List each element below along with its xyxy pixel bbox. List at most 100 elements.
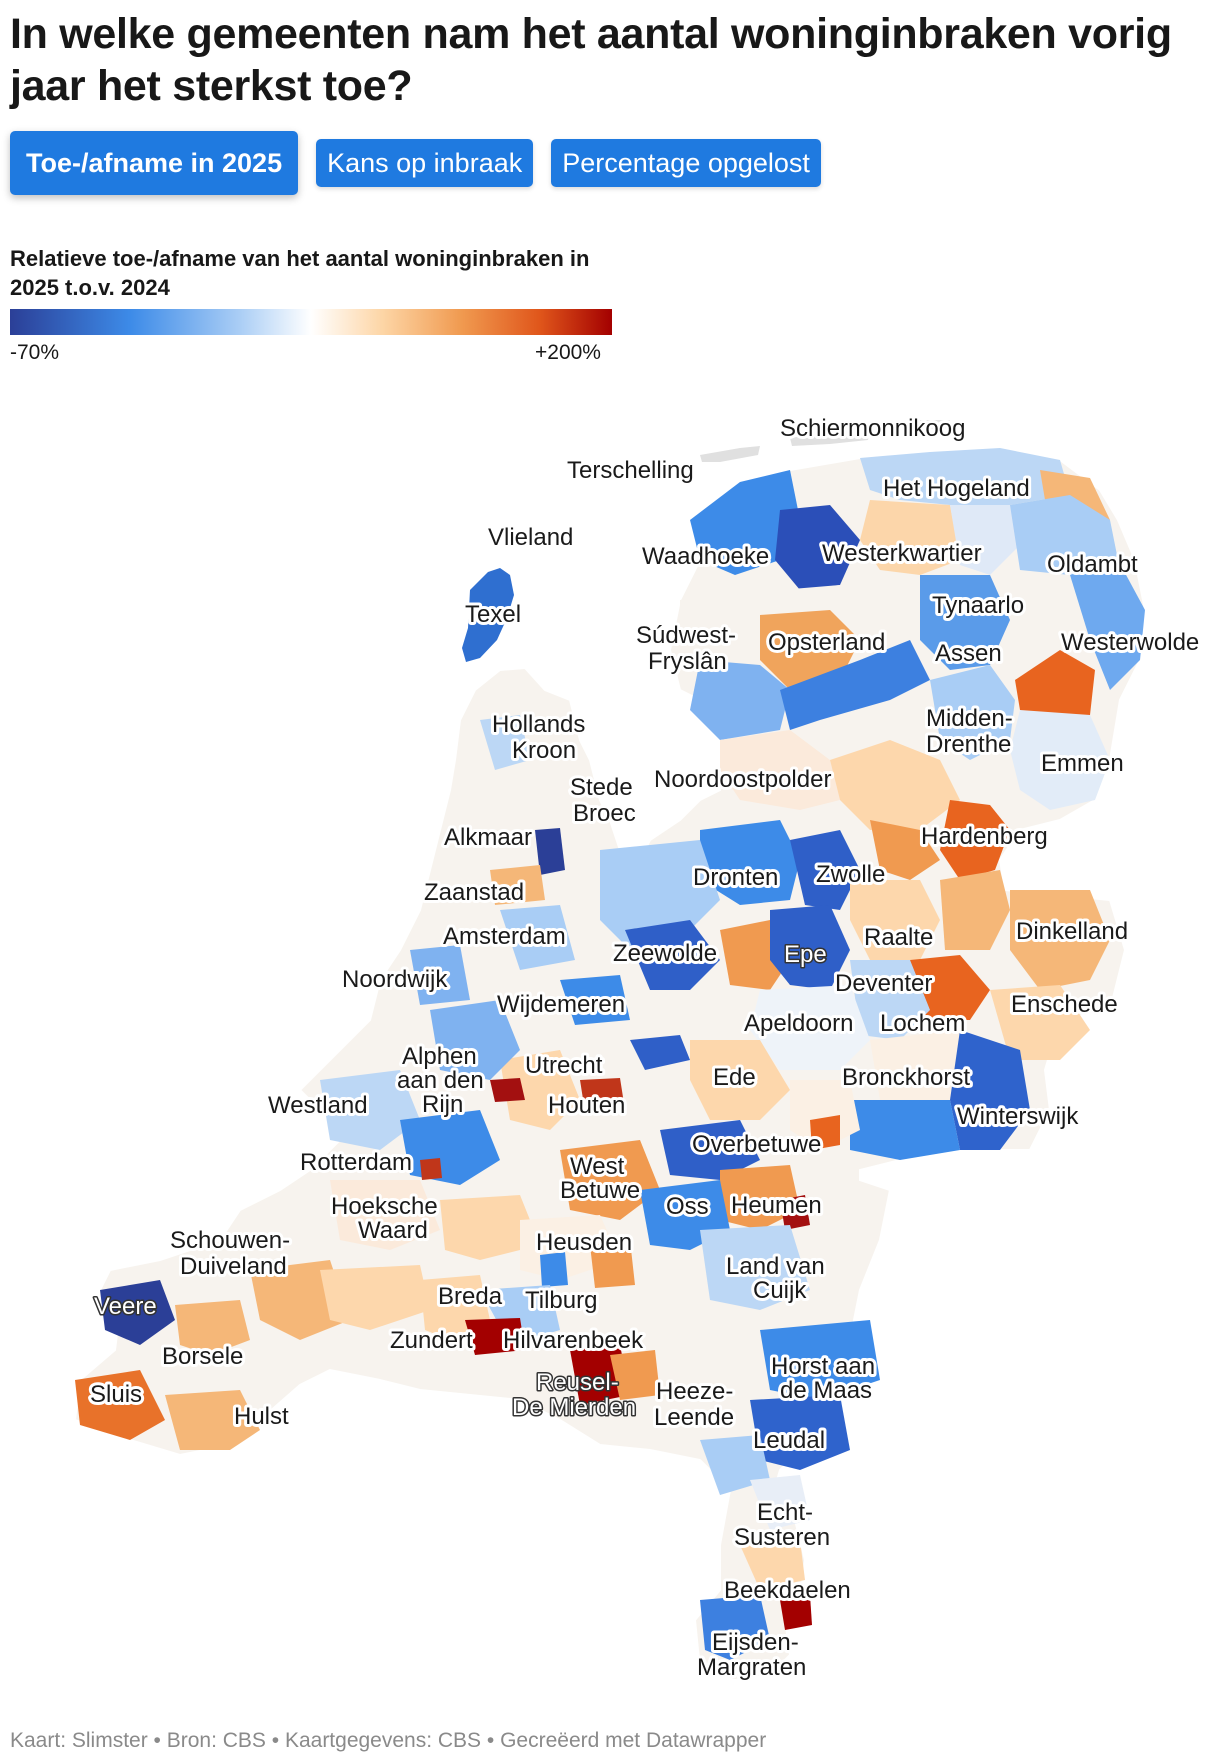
region-westerkwartier[interactable] bbox=[860, 500, 960, 575]
region-rhenen[interactable] bbox=[630, 1035, 690, 1070]
region-sluis[interactable] bbox=[75, 1370, 165, 1440]
label-lochem: Lochem bbox=[880, 1010, 965, 1037]
wadden-islands bbox=[462, 420, 950, 662]
region-dronten[interactable] bbox=[700, 820, 800, 905]
label-sudwest-fryslan-1: Súdwest- bbox=[636, 622, 736, 649]
region-waalwijk[interactable] bbox=[540, 1252, 568, 1287]
region-hardenberg[interactable] bbox=[940, 800, 1010, 880]
region-leudal[interactable] bbox=[750, 1395, 850, 1470]
region-oldambt[interactable] bbox=[1010, 495, 1118, 575]
region-beekdaelen[interactable] bbox=[740, 1540, 805, 1590]
region-tilburg[interactable] bbox=[480, 1285, 560, 1345]
region-zaanstad[interactable] bbox=[490, 865, 545, 905]
region-waadhoeke[interactable] bbox=[690, 470, 800, 575]
label-heeze-2: Leende bbox=[654, 1404, 734, 1431]
region-winterswijk[interactable] bbox=[950, 1030, 1030, 1150]
label-alphen-1: Alphen bbox=[402, 1043, 477, 1070]
region-utrecht[interactable] bbox=[500, 1050, 580, 1130]
region-ede[interactable] bbox=[690, 1040, 790, 1120]
region-tynaarlo[interactable] bbox=[920, 575, 1010, 670]
region-echt-susteren[interactable] bbox=[750, 1475, 810, 1530]
label-eijsden-1: Eijsden- bbox=[712, 1629, 799, 1656]
region-het-hogeland[interactable] bbox=[860, 448, 1070, 505]
label-epe: Epe bbox=[784, 941, 827, 968]
label-sluis: Sluis bbox=[90, 1381, 142, 1408]
region-deventer[interactable] bbox=[850, 960, 930, 1040]
region-houten[interactable] bbox=[580, 1078, 625, 1112]
label-hilvarenbeek: Hilvarenbeek bbox=[503, 1327, 644, 1354]
region-leeuwarden[interactable] bbox=[775, 505, 860, 590]
region-alphen[interactable] bbox=[430, 1000, 520, 1080]
region-alkmaar[interactable] bbox=[535, 828, 565, 875]
region-bergeijk[interactable] bbox=[610, 1350, 660, 1400]
region-staphorst[interactable] bbox=[870, 820, 940, 880]
label-heumen: Heumen bbox=[731, 1192, 822, 1219]
region-rijssen-holten[interactable] bbox=[910, 955, 990, 1020]
region-wierden[interactable] bbox=[940, 870, 1010, 950]
region-eijsden-margraten[interactable] bbox=[700, 1595, 770, 1660]
region-mook[interactable] bbox=[780, 1195, 810, 1230]
region-vaals[interactable] bbox=[780, 1595, 812, 1630]
region-apeldoorn[interactable] bbox=[750, 985, 870, 1070]
region-amsterdam[interactable] bbox=[500, 905, 575, 970]
region-westland[interactable] bbox=[320, 1070, 420, 1150]
region-alphen-chaam[interactable] bbox=[465, 1318, 525, 1355]
region-land-van-cuijk[interactable] bbox=[700, 1225, 810, 1310]
region-barendrecht[interactable] bbox=[420, 1158, 442, 1180]
source-footer: Kaart: Slimster • Bron: CBS • Kaartgegev… bbox=[10, 1729, 767, 1752]
label-westland: Westland bbox=[268, 1092, 368, 1119]
island-terschelling[interactable] bbox=[700, 446, 760, 462]
tab-toe-afname-2025[interactable]: Toe-/afname in 2025 bbox=[10, 131, 299, 195]
island-texel[interactable] bbox=[462, 568, 514, 662]
region-zwolle[interactable] bbox=[790, 830, 860, 910]
region-de-fryske-marren[interactable] bbox=[690, 660, 790, 740]
region-epe[interactable] bbox=[770, 905, 850, 990]
region-hoeksche-waard[interactable] bbox=[330, 1180, 440, 1250]
label-veere: Veere bbox=[94, 1293, 157, 1320]
chart-title: In welke gemeenten nam het aantal woning… bbox=[10, 10, 1172, 110]
region-moerdijk[interactable] bbox=[320, 1265, 430, 1330]
region-borsele[interactable] bbox=[175, 1300, 250, 1355]
region-overbetuwe[interactable] bbox=[660, 1120, 760, 1180]
label-hoeksche-waard-2: Waard bbox=[358, 1217, 428, 1244]
region-heumen[interactable] bbox=[720, 1165, 800, 1230]
region-duiven[interactable] bbox=[810, 1115, 840, 1150]
region-enschede[interactable] bbox=[990, 985, 1090, 1060]
legend-min-label: -70% bbox=[10, 341, 60, 364]
island-schiermonnikoog[interactable] bbox=[890, 420, 950, 430]
region-arnhem[interactable] bbox=[790, 1080, 860, 1150]
tab-percentage-opgelost[interactable]: Percentage opgelost bbox=[551, 139, 821, 187]
region-west-betuwe[interactable] bbox=[560, 1140, 660, 1220]
region-s-hertogenbosch[interactable] bbox=[590, 1240, 635, 1288]
region-heerenveen[interactable] bbox=[780, 640, 930, 730]
region-noordoostpolder[interactable] bbox=[720, 730, 840, 810]
region-wijdemeren[interactable] bbox=[560, 975, 630, 1025]
region-emmen[interactable] bbox=[1010, 710, 1110, 810]
region-hollands-kroon[interactable] bbox=[480, 715, 530, 770]
region-westerwolde[interactable] bbox=[1070, 560, 1145, 690]
label-west-betuwe-2: Betuwe bbox=[560, 1177, 640, 1204]
region-groningen[interactable] bbox=[950, 505, 1020, 575]
island-ameland[interactable] bbox=[790, 430, 870, 446]
region-veere[interactable] bbox=[100, 1280, 175, 1345]
region-dordrecht[interactable] bbox=[440, 1195, 540, 1260]
region-hulst[interactable] bbox=[165, 1390, 260, 1450]
region-raalte[interactable] bbox=[850, 880, 940, 960]
region-noordwijk[interactable] bbox=[410, 945, 470, 1005]
region-dinkelland[interactable] bbox=[1010, 890, 1110, 990]
label-leudal: Leudal bbox=[753, 1427, 825, 1454]
region-woerden[interactable] bbox=[490, 1078, 525, 1102]
label-land-van-cuijk-1: Land van bbox=[726, 1253, 825, 1280]
label-midden-drenthe-2: Drenthe bbox=[926, 731, 1011, 758]
region-bronckhorst[interactable] bbox=[850, 1100, 960, 1160]
label-enschede: Enschede bbox=[1011, 991, 1118, 1018]
label-westerwolde: Westerwolde bbox=[1061, 629, 1199, 656]
label-vlieland: Vlieland bbox=[488, 524, 573, 551]
label-stede-broec-1: Stede bbox=[570, 774, 633, 801]
tab-kans-op-inbraak[interactable]: Kans op inbraak bbox=[316, 139, 534, 187]
region-steenwijkerland[interactable] bbox=[830, 740, 960, 830]
region-midden-drenthe[interactable] bbox=[930, 665, 1015, 760]
region-emmen-east[interactable] bbox=[1015, 650, 1095, 725]
region-horst-aan-de-maas[interactable] bbox=[760, 1320, 880, 1400]
region-zeewolde[interactable] bbox=[625, 920, 720, 990]
